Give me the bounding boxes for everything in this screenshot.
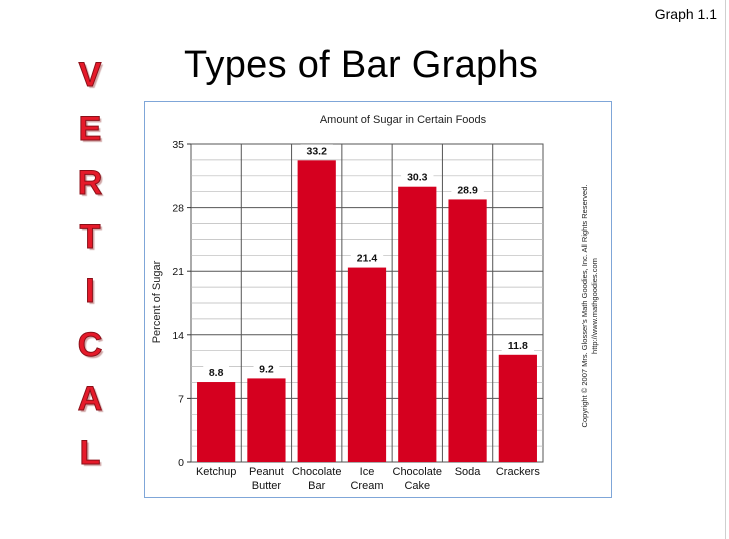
bar [448, 199, 487, 462]
side-letter: V [78, 56, 102, 94]
vertical-side-word: V E R T I C A L [62, 58, 118, 490]
bar [297, 160, 336, 462]
axis-layer: Ketchup Peanut Butter Chocolate Bar Ice Cream C… [172, 139, 540, 492]
value-label: 21.4 [357, 253, 378, 265]
value-label-bg [451, 183, 484, 197]
category-label: Butter [252, 480, 282, 492]
bar [398, 186, 437, 462]
value-label: 11.8 [508, 340, 528, 352]
y-tick-label: 7 [178, 393, 184, 405]
category-label: Chocolate [292, 466, 342, 478]
value-label-bg [350, 251, 384, 265]
bar-chart: Amount of Sugar in Certain Foods 8.8 9.2 3… [151, 114, 544, 492]
bar-layer: 8.8 9.2 33.2 21.4 30.3 28.9 11.8 [197, 144, 537, 462]
chart-title: Amount of Sugar in Certain Foods [320, 114, 487, 126]
value-label: 28.9 [457, 184, 478, 196]
side-letter: R [77, 164, 103, 202]
bar [498, 354, 537, 462]
y-tick-label: 21 [172, 266, 184, 278]
category-label: Cake [404, 480, 430, 492]
category-label: Crackers [496, 466, 541, 478]
value-label: 8.8 [209, 367, 224, 379]
side-letter: C [77, 326, 103, 364]
side-letter: L [79, 434, 101, 472]
y-tick-label: 35 [172, 139, 184, 151]
category-label: Peanut [249, 466, 284, 478]
value-label: 9.2 [259, 363, 274, 375]
value-label: 33.2 [306, 145, 327, 157]
category-label: Bar [308, 480, 325, 492]
value-label: 30.3 [407, 172, 428, 184]
y-axis-label: Percent of Sugar [151, 260, 163, 343]
bar [247, 378, 286, 462]
value-label-bg [203, 366, 230, 380]
side-letter: A [77, 380, 103, 418]
y-tick-label: 28 [172, 203, 184, 215]
category-label: Ketchup [196, 466, 236, 478]
category-label: Ice [360, 466, 375, 478]
copyright-url: http://www.mathgoodies.com [590, 258, 599, 354]
side-letter: T [79, 218, 101, 256]
y-tick-label: 14 [172, 330, 184, 342]
bar [197, 382, 236, 462]
category-label: Soda [455, 466, 482, 478]
value-label-bg [501, 338, 535, 352]
copyright-notice: Copyright © 2007 Mrs. Glosser's Math Goo… [578, 150, 602, 462]
value-label-bg [401, 170, 434, 184]
value-label-bg [300, 144, 333, 158]
category-label: Chocolate [393, 466, 443, 478]
slide-title: Types of Bar Graphs [184, 44, 539, 86]
copyright-line: Copyright © 2007 Mrs. Glosser's Math Goo… [580, 184, 589, 428]
side-letter: E [78, 110, 102, 148]
chart-frame: Amount of Sugar in Certain Foods 8.8 9.2 3… [144, 101, 612, 498]
bar [347, 267, 387, 462]
graph-number-label: Graph 1.1 [654, 6, 717, 22]
value-label-bg [253, 362, 280, 376]
side-letter: I [85, 272, 96, 310]
category-label: Cream [350, 480, 383, 492]
y-tick-label: 0 [178, 457, 184, 469]
